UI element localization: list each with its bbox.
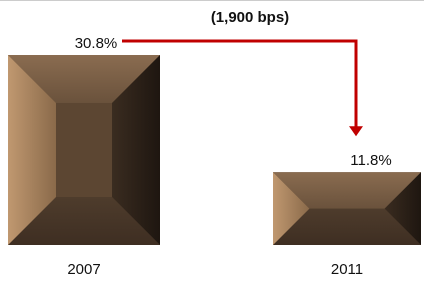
chart: (1,900 bps) 30.8% 2007 11.8% 2011 [0,0,424,284]
value-label: 11.8% [350,152,391,169]
arrow-head [349,126,363,136]
x-tick-label: 2007 [67,261,100,278]
annotation: (1,900 bps) [211,9,289,26]
value-label: 30.8% [75,35,118,52]
x-tick-label: 2011 [331,261,363,278]
